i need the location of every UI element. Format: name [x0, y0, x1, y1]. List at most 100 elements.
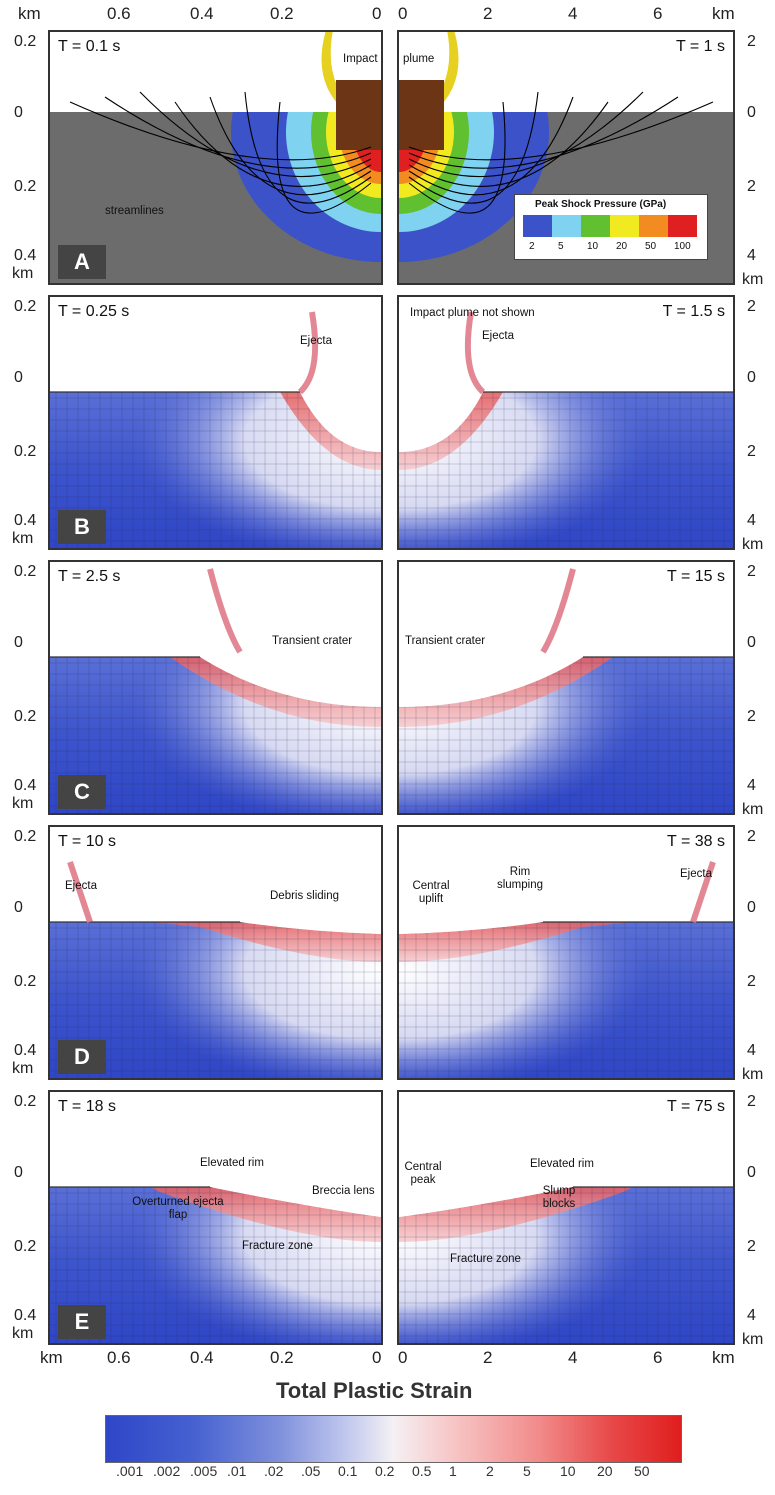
left-depth-tick: 0.2: [14, 178, 37, 195]
panel-label-d: D: [58, 1040, 106, 1074]
left-depth-tick: km: [12, 795, 34, 812]
panel-label-a: A: [58, 245, 106, 279]
colorbar-tick: 10: [560, 1463, 576, 1479]
legend-swatch: [523, 215, 552, 237]
left-depth-tick: km: [12, 1325, 34, 1342]
left-depth-tick: 0.2: [14, 1093, 37, 1110]
panel-a-plot: [50, 32, 381, 283]
right-depth-tick: 4: [747, 247, 756, 264]
right-depth-tick: 4: [747, 777, 756, 794]
top-left-tick: 0.2: [270, 4, 294, 23]
right-depth-tick: 0: [747, 104, 756, 121]
time-label: T = 1.5 s: [662, 303, 725, 320]
left-depth-tick: 0.4: [14, 247, 37, 264]
right-depth-tick: 2: [747, 178, 756, 195]
time-label: T = 0.25 s: [58, 303, 130, 320]
left-depth-tick: 0.2: [14, 298, 37, 315]
colorbar-tick: .02: [264, 1463, 284, 1479]
colorbar-tick: .005: [190, 1463, 218, 1479]
left-depth-tick: 0.2: [14, 443, 37, 460]
time-label: T = 38 s: [667, 833, 725, 850]
left-depth-tick: 0: [14, 369, 23, 386]
annotation-label: Central peak: [404, 1161, 442, 1186]
colorbar-tick: .01: [227, 1463, 247, 1479]
annotation-label: Elevated rim: [530, 1158, 594, 1170]
annotation-label: Ejecta: [65, 880, 97, 892]
left-depth-tick: 0: [14, 104, 23, 121]
top-left-tick: 0.6: [107, 4, 131, 23]
legend-value: 20: [616, 241, 628, 252]
colorbar-tick: 0.5: [412, 1463, 432, 1479]
bottom-right-tick: 4: [568, 1348, 578, 1367]
time-label: T = 2.5 s: [58, 568, 121, 585]
bottom-left-tick: 0.2: [270, 1348, 294, 1367]
bottom-right-tick: 6: [653, 1348, 663, 1367]
colorbar-tick: .05: [301, 1463, 321, 1479]
panel-d-left: T = 10 s: [48, 825, 383, 1080]
panel-c-plot: [50, 562, 381, 813]
panel-e-plot: [399, 1092, 733, 1343]
colorbar-tick: .002: [153, 1463, 181, 1479]
colorbar-tick: 0.1: [338, 1463, 358, 1479]
left-depth-tick: 0.2: [14, 708, 37, 725]
strain-colorbar: [105, 1415, 682, 1463]
right-depth-tick: 0: [747, 1164, 756, 1181]
annotation-label: Transient crater: [272, 635, 353, 647]
right-depth-tick: 0: [747, 369, 756, 386]
annotation-label: Fracture zone: [450, 1253, 521, 1265]
panel-d-plot: [50, 827, 381, 1078]
bottom-left-tick: km: [40, 1348, 63, 1367]
time-label: T = 15 s: [667, 568, 725, 585]
bottom-left-tick: 0: [372, 1348, 382, 1367]
panel-e-right: T = 75 s: [397, 1090, 735, 1345]
annotation-label: Ejecta: [680, 868, 712, 880]
left-depth-tick: 0.2: [14, 1238, 37, 1255]
colorbar-tick: 1: [449, 1463, 457, 1479]
right-depth-tick: 2: [747, 563, 756, 580]
legend-swatch: [668, 215, 697, 237]
right-depth-tick: 2: [747, 1093, 756, 1110]
legend-swatch: [581, 215, 610, 237]
top-left-tick: 0.4: [190, 4, 214, 23]
left-depth-tick: 0.2: [14, 33, 37, 50]
left-depth-tick: 0.4: [14, 512, 37, 529]
right-depth-tick: 2: [747, 828, 756, 845]
time-label: T = 1 s: [675, 38, 725, 55]
left-depth-tick: 0: [14, 899, 23, 916]
panel-a-left: T = 0.1 s: [48, 30, 383, 285]
right-depth-tick: 2: [747, 708, 756, 725]
panel-b-plot: [399, 297, 733, 548]
right-depth-tick: km: [742, 536, 764, 553]
right-depth-tick: 0: [747, 634, 756, 651]
right-depth-tick: 4: [747, 512, 756, 529]
left-depth-tick: 0: [14, 634, 23, 651]
top-right-tick: 2: [483, 4, 493, 23]
colorbar-title: Total Plastic Strain: [276, 1378, 473, 1403]
colorbar-tick: 50: [634, 1463, 650, 1479]
panel-label-e: E: [58, 1305, 106, 1339]
legend-value: 100: [674, 241, 691, 252]
panel-b-right: T = 1.5 s: [397, 295, 735, 550]
time-label: T = 75 s: [667, 1098, 725, 1115]
annotation-label: Elevated rim: [200, 1157, 264, 1169]
colorbar-tick: 0.2: [375, 1463, 395, 1479]
bottom-right-tick: km: [712, 1348, 735, 1367]
annotation-label: Overturned ejecta flap: [132, 1196, 224, 1221]
annotation-label: Debris sliding: [270, 890, 340, 902]
annotation-label: Rim slumping: [496, 866, 544, 891]
time-label: T = 18 s: [58, 1098, 116, 1115]
top-right-tick: 0: [398, 4, 408, 23]
annotation-label: Central uplift: [412, 880, 450, 905]
right-depth-tick: 4: [747, 1042, 756, 1059]
left-depth-tick: 0.2: [14, 563, 37, 580]
right-depth-tick: km: [742, 1331, 764, 1348]
legend-value: 10: [587, 241, 599, 252]
top-left-tick: km: [18, 4, 41, 23]
time-label: T = 0.1 s: [58, 38, 121, 55]
legend-value: 2: [529, 241, 535, 252]
left-depth-tick: 0.2: [14, 828, 37, 845]
annotation-label: Transient crater: [405, 635, 486, 647]
left-depth-tick: km: [12, 265, 34, 282]
left-depth-tick: 0.4: [14, 777, 37, 794]
